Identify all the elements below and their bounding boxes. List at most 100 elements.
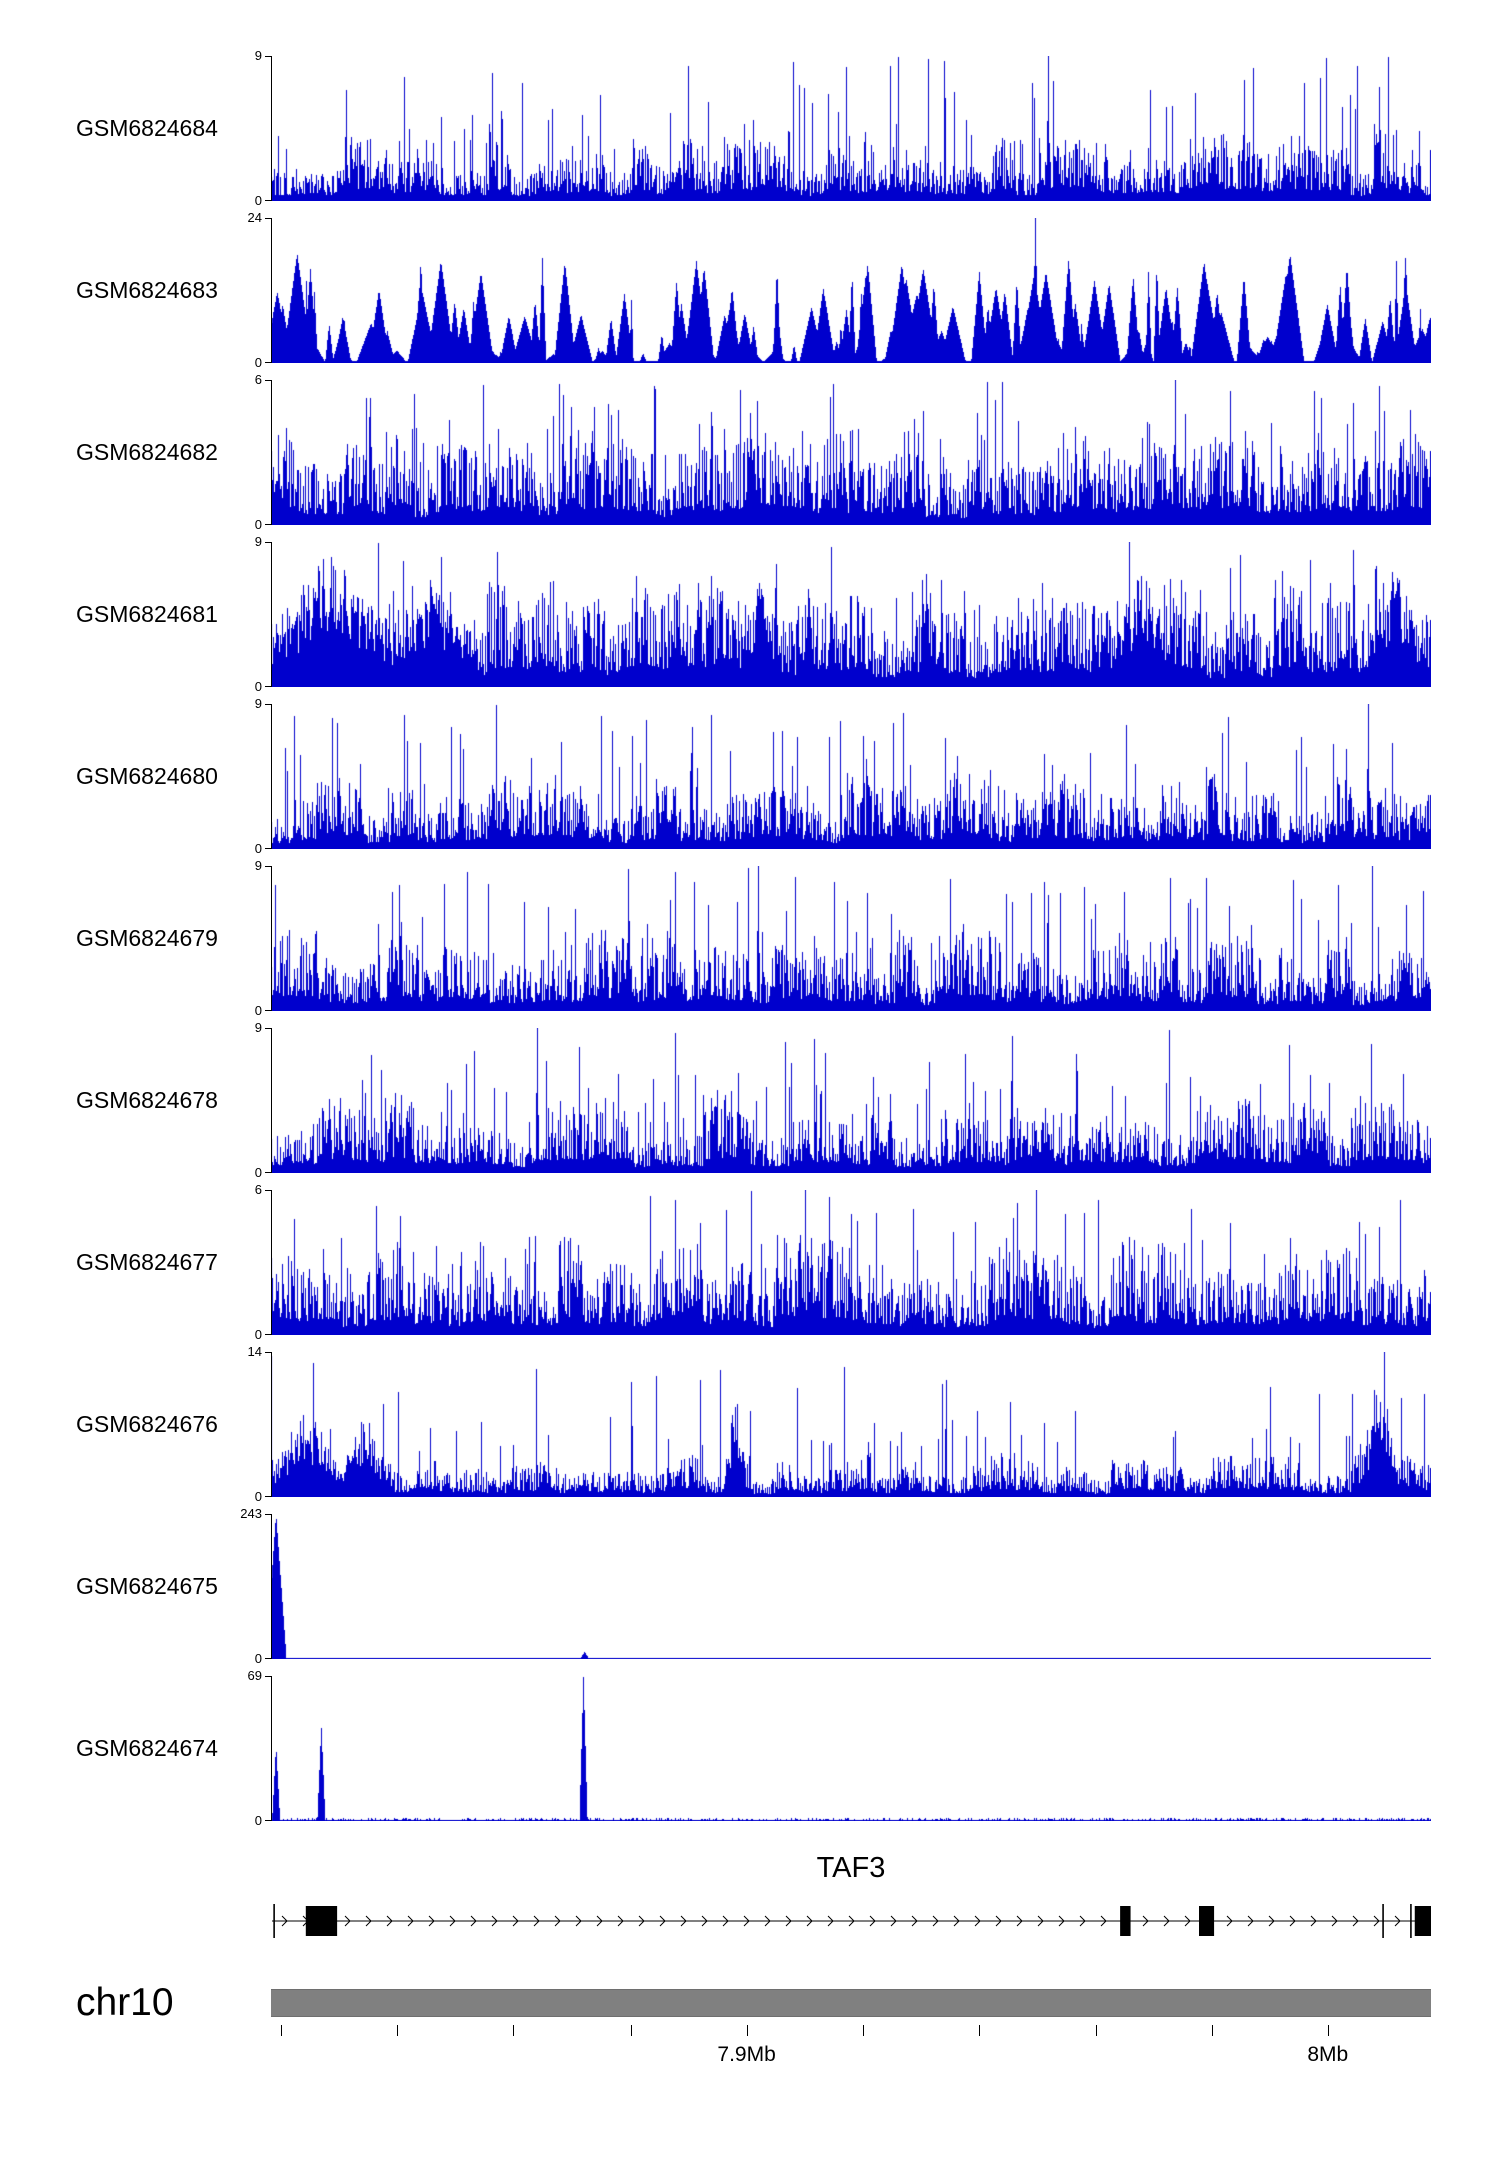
- tracks: GSM6824684 9 0 GSM6824683 24 0 GSM682468…: [0, 49, 1500, 1838]
- y-axis-max-label: 243: [240, 1506, 262, 1521]
- y-axis-top-tick: [265, 866, 271, 867]
- coverage-track-row: GSM6824682 6 0: [0, 373, 1500, 542]
- y-axis-top-tick: [265, 218, 271, 219]
- coverage-track-row: GSM6824680 9 0: [0, 697, 1500, 866]
- y-axis-bottom-tick: [265, 1010, 271, 1011]
- coverage-signal-canvas: [271, 542, 1431, 687]
- y-axis-min-label: 0: [254, 517, 262, 532]
- ruler-tick: [281, 2025, 283, 2036]
- coverage-signal-canvas: [271, 866, 1431, 1011]
- track-sample-label: GSM6824682: [76, 439, 218, 465]
- coordinate-label: 7.9Mb: [717, 2043, 776, 2066]
- y-axis-min-label: 0: [254, 1003, 262, 1018]
- y-axis-bottom-tick: [265, 1334, 271, 1335]
- track-sample-label: GSM6824678: [76, 1087, 218, 1113]
- y-axis-max-label: 6: [254, 372, 262, 387]
- y-axis-top-tick: [265, 704, 271, 705]
- y-axis-bottom-tick: [265, 848, 271, 849]
- y-axis-min-label: 0: [254, 193, 262, 208]
- y-axis-bottom-tick: [265, 1820, 271, 1821]
- gene-model: [272, 1904, 1431, 1938]
- track-sample-label: GSM6824681: [76, 601, 218, 627]
- chromosome-section: chr10: [0, 1981, 1500, 2025]
- y-axis-max-label: 9: [254, 48, 262, 63]
- gene-model-row: [0, 1887, 1500, 1951]
- y-axis-max-label: 9: [254, 534, 262, 549]
- coverage-signal-canvas: [271, 1028, 1431, 1173]
- track-plot-area: 9 0: [255, 697, 1431, 856]
- y-axis-max-label: 69: [247, 1668, 262, 1683]
- genome-browser-figure: GSM6824684 9 0 GSM6824683 24 0 GSM682468…: [0, 49, 1500, 2095]
- y-axis-bottom-tick: [265, 362, 271, 363]
- y-axis-line: [271, 218, 272, 363]
- y-axis-line: [271, 1190, 272, 1335]
- track-sample-label: GSM6824675: [76, 1573, 218, 1599]
- y-axis-min-label: 0: [254, 1651, 262, 1666]
- ruler-label-spacer: [0, 2025, 271, 2095]
- track-plot-area: 69 0: [248, 1669, 1431, 1828]
- coverage-signal-canvas: [271, 56, 1431, 201]
- track-plot-area: 24 0: [248, 211, 1431, 370]
- y-axis-line: [271, 704, 272, 849]
- chromosome-label: chr10: [76, 1981, 174, 2024]
- coverage-track-row: GSM6824684 9 0: [0, 49, 1500, 218]
- coverage-track-row: GSM6824679 9 0: [0, 859, 1500, 1028]
- coverage-track-row: GSM6824676 14 0: [0, 1345, 1500, 1514]
- y-axis-top-tick: [265, 1352, 271, 1353]
- y-axis-line: [271, 866, 272, 1011]
- y-axis-bottom-tick: [265, 1496, 271, 1497]
- track-sample-label: GSM6824683: [76, 277, 218, 303]
- y-axis-line: [271, 542, 272, 687]
- ruler-tick: [397, 2025, 399, 2036]
- y-axis-min-label: 0: [254, 355, 262, 370]
- y-axis-max-label: 24: [247, 210, 262, 225]
- y-axis-min-label: 0: [254, 841, 262, 856]
- y-axis-top-tick: [265, 380, 271, 381]
- y-axis-bottom-tick: [265, 524, 271, 525]
- y-axis-max-label: 9: [254, 1020, 262, 1035]
- y-axis-top-tick: [265, 1190, 271, 1191]
- coverage-track-row: GSM6824675 243 0: [0, 1507, 1500, 1676]
- ruler-tick: [862, 2025, 864, 2036]
- y-axis-max-label: 9: [254, 696, 262, 711]
- y-axis-min-label: 0: [254, 1327, 262, 1342]
- coverage-signal-canvas: [271, 1514, 1431, 1659]
- y-axis-min-label: 0: [254, 1165, 262, 1180]
- track-sample-label: GSM6824680: [76, 763, 218, 789]
- y-axis-bottom-tick: [265, 1658, 271, 1659]
- track-plot-area: 9 0: [255, 1021, 1431, 1180]
- y-axis-max-label: 9: [254, 858, 262, 873]
- y-axis-line: [271, 56, 272, 201]
- track-sample-label: GSM6824677: [76, 1249, 218, 1275]
- y-axis-line: [271, 1676, 272, 1821]
- gene-label-spacer: [0, 1887, 271, 1951]
- ruler-tick: [746, 2025, 748, 2036]
- track-plot-area: 6 0: [255, 373, 1431, 532]
- y-axis-line: [271, 380, 272, 525]
- ruler-tick: [630, 2025, 632, 2036]
- y-axis-top-tick: [265, 542, 271, 543]
- ruler-tick: [1327, 2025, 1329, 2036]
- coverage-track-row: GSM6824681 9 0: [0, 535, 1500, 704]
- y-axis-min-label: 0: [254, 1813, 262, 1828]
- track-plot-area: 243 0: [240, 1507, 1431, 1666]
- y-axis-line: [271, 1352, 272, 1497]
- coverage-track-row: GSM6824678 9 0: [0, 1021, 1500, 1190]
- coverage-signal-canvas: [271, 704, 1431, 849]
- track-plot-area: 9 0: [255, 49, 1431, 208]
- track-sample-label: GSM6824679: [76, 925, 218, 951]
- ruler-row: 7.9Mb 8Mb: [0, 2025, 1500, 2095]
- track-sample-label: GSM6824684: [76, 115, 218, 141]
- coverage-signal-canvas: [271, 380, 1431, 525]
- ruler-tick: [513, 2025, 515, 2036]
- coverage-track-row: GSM6824674 69 0: [0, 1669, 1500, 1838]
- track-plot-area: 6 0: [255, 1183, 1431, 1342]
- y-axis-top-tick: [265, 1028, 271, 1029]
- y-axis-line: [271, 1514, 272, 1659]
- y-axis-max-label: 14: [247, 1344, 262, 1359]
- coverage-track-row: GSM6824683 24 0: [0, 211, 1500, 380]
- y-axis-top-tick: [265, 1676, 271, 1677]
- y-axis-line: [271, 1028, 272, 1173]
- coverage-track-row: GSM6824677 6 0: [0, 1183, 1500, 1352]
- coverage-signal-canvas: [271, 218, 1431, 363]
